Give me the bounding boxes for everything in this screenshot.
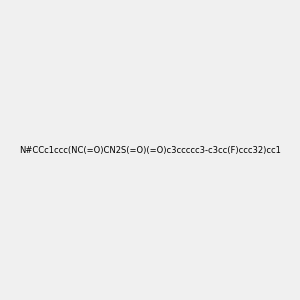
Text: N#CCc1ccc(NC(=O)CN2S(=O)(=O)c3ccccc3-c3cc(F)ccc32)cc1: N#CCc1ccc(NC(=O)CN2S(=O)(=O)c3ccccc3-c3c… [19, 146, 281, 154]
